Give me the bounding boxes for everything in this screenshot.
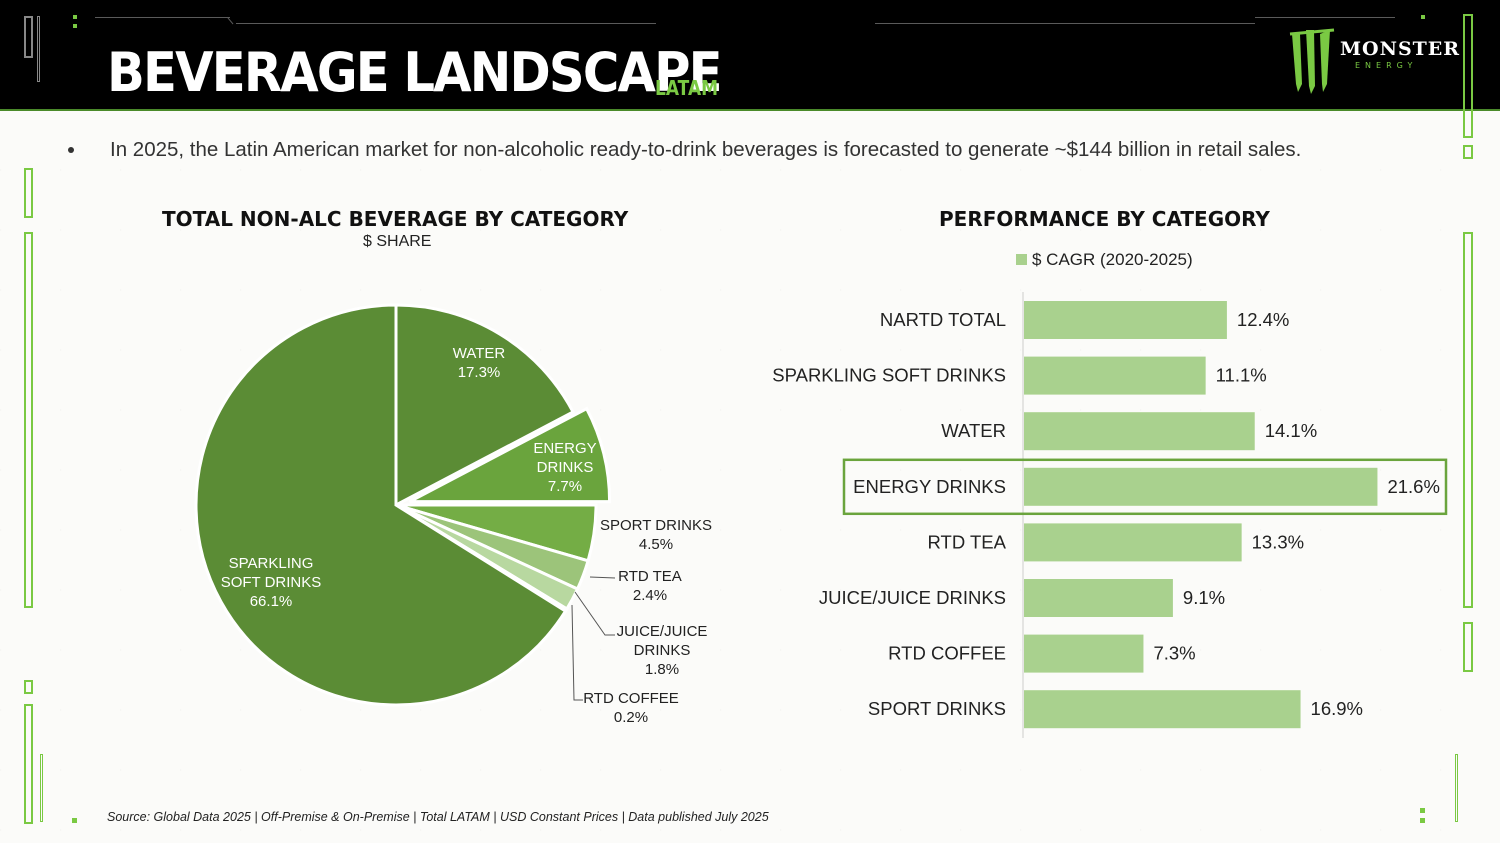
pie-label-rtd-coffee: RTD COFFEE 0.2%	[583, 690, 679, 726]
pie-label-line: 17.3%	[458, 364, 501, 381]
header-deco-line	[1255, 17, 1395, 18]
header-deco-line	[236, 23, 656, 24]
header-bar: BEVERAGE LANDSCAPE LATAM MONSTER ENERGY	[0, 0, 1500, 110]
header-deco-bracket	[24, 16, 33, 58]
pie-label-line: WATER	[453, 345, 506, 362]
header-deco-bracket	[37, 16, 40, 82]
pie-slice-sparkling-soft-drinks	[194, 303, 568, 707]
pie-label-line: 1.8%	[645, 661, 679, 678]
region-tag: LATAM	[655, 76, 719, 100]
pie-label-line: SPARKLING	[229, 555, 314, 572]
pie-slice-water	[394, 303, 576, 508]
legend-swatch	[1016, 254, 1027, 265]
pie-label-line: 0.2%	[614, 709, 648, 726]
monster-logo	[1289, 28, 1335, 94]
monster-claw-icon	[1289, 28, 1335, 94]
pie-label-line: JUICE/JUICE	[617, 623, 708, 640]
footer-deco-dot	[1420, 808, 1425, 813]
side-deco-bar	[24, 680, 33, 694]
bar-rtd-tea	[1024, 523, 1242, 562]
side-deco-bar	[24, 232, 33, 608]
bar-chart-title: PERFORMANCE BY CATEGORY	[939, 207, 1270, 231]
bar-value-label: 12.4%	[1237, 309, 1289, 330]
bar-value-label: 13.3%	[1252, 531, 1304, 552]
header-deco-dot	[1421, 15, 1425, 19]
bar-value-label: 9.1%	[1183, 587, 1225, 608]
pie-label-line: SPORT DRINKS	[600, 517, 712, 534]
header-divider	[0, 109, 1500, 111]
bar-category-label: SPARKLING SOFT DRINKS	[772, 365, 1006, 386]
bar-chart-legend: $ CAGR (2020-2025)	[1032, 250, 1193, 269]
bullet-marker	[68, 147, 74, 153]
side-deco-bar	[24, 704, 33, 824]
pie-label-line: 2.4%	[633, 587, 667, 604]
bar-category-label: SPORT DRINKS	[868, 698, 1006, 719]
side-deco-bar	[24, 168, 33, 218]
pie-label-rtd-tea: RTD TEA 2.4%	[618, 568, 682, 604]
source-note: Source: Global Data 2025 | Off-Premise &…	[107, 810, 769, 824]
side-deco-bar	[1463, 14, 1473, 138]
header-deco-line	[95, 17, 230, 18]
summary-bullet: In 2025, the Latin American market for n…	[110, 138, 1302, 161]
pie-chart-subtitle: $ SHARE	[363, 233, 432, 250]
bar-value-label: 21.6%	[1387, 476, 1439, 497]
side-deco-bar	[1463, 232, 1473, 608]
pie-label-line: RTD TEA	[618, 568, 682, 585]
bar-value-label: 11.1%	[1216, 365, 1267, 386]
bar-category-label: RTD TEA	[928, 531, 1007, 552]
pie-leader-line	[574, 591, 615, 636]
pie-chart: WATER 17.3% ENERGY DRINKS 7.7% SPORT DRINKS 4.…	[194, 303, 712, 726]
bar-value-label: 14.1%	[1265, 420, 1317, 441]
bar-category-label: ENERGY DRINKS	[853, 476, 1006, 497]
pie-label-line: 4.5%	[639, 536, 673, 553]
pie-leader-line	[571, 604, 583, 701]
pie-label-line: DRINKS	[634, 642, 691, 659]
bar-category-label: WATER	[941, 420, 1006, 441]
pie-label-sport-drinks: SPORT DRINKS 4.5%	[600, 517, 712, 553]
side-deco-bar	[1463, 622, 1473, 672]
page-title: BEVERAGE LANDSCAPE	[107, 41, 723, 104]
bar-rtd-coffee	[1024, 634, 1144, 673]
pie-label-line: DRINKS	[537, 459, 594, 476]
side-deco-bar	[1455, 754, 1458, 822]
header-deco-dot	[73, 24, 77, 28]
header-deco-dot	[73, 15, 77, 19]
bar-energy-drinks	[1024, 467, 1378, 506]
pie-chart-title: TOTAL NON-ALC BEVERAGE BY CATEGORY	[162, 207, 629, 231]
pie-label-water: WATER 17.3%	[453, 345, 506, 381]
pie-label-energy-drinks: ENERGY DRINKS 7.7%	[533, 440, 596, 495]
pie-label-line: SOFT DRINKS	[221, 574, 322, 591]
side-deco-bar	[40, 754, 43, 822]
logo-subtext: ENERGY	[1355, 61, 1418, 70]
header-deco-line	[875, 23, 1255, 24]
footer-deco-dot	[1420, 818, 1425, 823]
bar-category-label: JUICE/JUICE DRINKS	[819, 587, 1006, 608]
bar-water	[1024, 412, 1255, 451]
pie-slice-energy-drinks	[408, 406, 612, 504]
bar-category-label: RTD COFFEE	[888, 643, 1006, 664]
side-deco-bar	[1463, 145, 1473, 159]
logo-text: MONSTER	[1340, 38, 1461, 60]
highlight-box	[842, 458, 1448, 516]
bar-chart: NARTD TOTAL 12.4% SPARKLING SOFT DRINKS 11.…	[772, 292, 1448, 738]
bar-value-label: 16.9%	[1311, 698, 1363, 719]
bar-sport-drinks	[1024, 690, 1301, 729]
bar-sparkling-soft-drinks	[1024, 356, 1206, 395]
pie-label-line: 7.7%	[548, 478, 582, 495]
pie-leader-line	[589, 576, 616, 579]
pie-label-line: ENERGY	[533, 440, 596, 457]
pie-label-sparkling-soft-drinks: SPARKLING SOFT DRINKS 66.1%	[221, 555, 322, 610]
bar-value-label: 7.3%	[1153, 643, 1195, 664]
bar-category-label: NARTD TOTAL	[880, 309, 1006, 330]
bar-nartd-total	[1024, 301, 1227, 339]
footer-deco-dot	[72, 818, 77, 823]
pie-label-juice-juice-drinks: JUICE/JUICE DRINKS 1.8%	[617, 623, 708, 678]
pie-label-line: RTD COFFEE	[583, 690, 679, 707]
pie-label-line: 66.1%	[250, 593, 293, 610]
bar-juice-juice-drinks	[1024, 579, 1173, 617]
